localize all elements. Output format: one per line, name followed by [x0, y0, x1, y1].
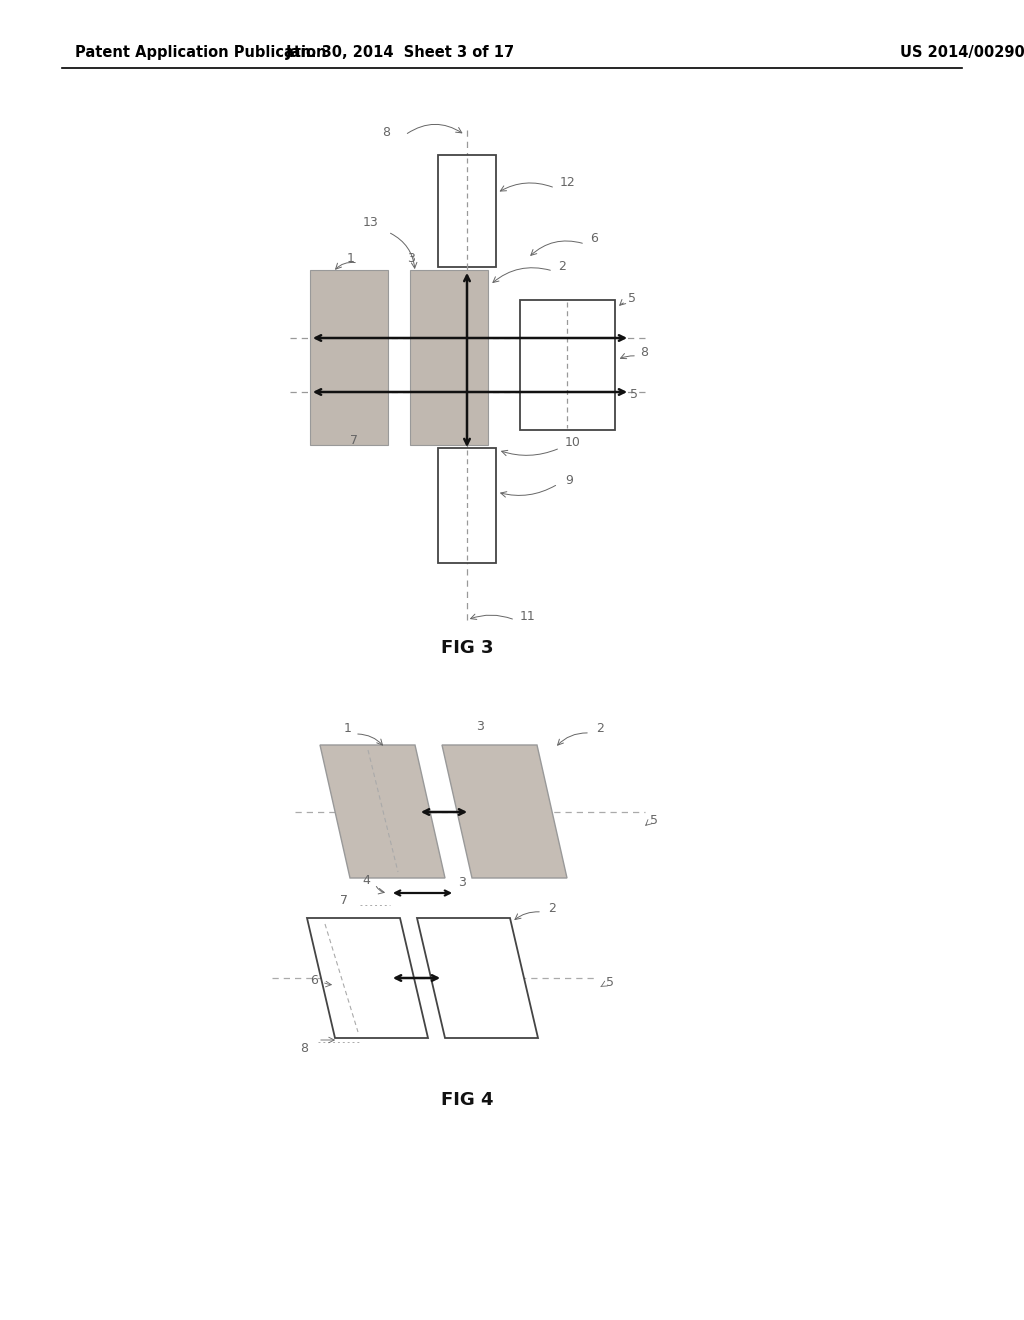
- Polygon shape: [442, 744, 567, 878]
- Polygon shape: [319, 744, 445, 878]
- Text: 12: 12: [560, 177, 575, 190]
- Text: 9: 9: [565, 474, 572, 487]
- Polygon shape: [417, 917, 538, 1038]
- Polygon shape: [307, 917, 428, 1038]
- Text: 1: 1: [347, 252, 355, 264]
- Text: Jan. 30, 2014  Sheet 3 of 17: Jan. 30, 2014 Sheet 3 of 17: [286, 45, 515, 59]
- Text: 5: 5: [630, 388, 638, 401]
- Text: 7: 7: [340, 894, 348, 907]
- Text: 3: 3: [458, 875, 466, 888]
- Text: 11: 11: [520, 610, 536, 623]
- Text: 8: 8: [640, 346, 648, 359]
- Text: 2: 2: [548, 902, 556, 915]
- Bar: [438, 447, 496, 564]
- Text: 3: 3: [408, 252, 415, 264]
- Text: 6: 6: [590, 231, 598, 244]
- Bar: [520, 300, 615, 430]
- Bar: [438, 154, 496, 267]
- Text: 7: 7: [350, 433, 358, 446]
- Text: 2: 2: [558, 260, 566, 273]
- Text: 13: 13: [362, 215, 378, 228]
- Text: Patent Application Publication: Patent Application Publication: [75, 45, 327, 59]
- Text: 1: 1: [344, 722, 352, 734]
- Text: 8: 8: [300, 1041, 308, 1055]
- Text: US 2014/0029094 A1: US 2014/0029094 A1: [900, 45, 1024, 59]
- Text: FIG 4: FIG 4: [440, 1092, 494, 1109]
- Bar: [410, 271, 488, 445]
- Text: FIG 3: FIG 3: [440, 639, 494, 657]
- Text: 3: 3: [476, 719, 484, 733]
- Text: 6: 6: [310, 974, 318, 986]
- Text: 4: 4: [362, 874, 370, 887]
- Bar: [310, 271, 388, 445]
- Text: 10: 10: [565, 437, 581, 450]
- Text: 5: 5: [606, 977, 614, 990]
- Text: 8: 8: [382, 125, 390, 139]
- Text: 5: 5: [650, 813, 658, 826]
- Text: 5: 5: [628, 292, 636, 305]
- Text: 2: 2: [596, 722, 604, 734]
